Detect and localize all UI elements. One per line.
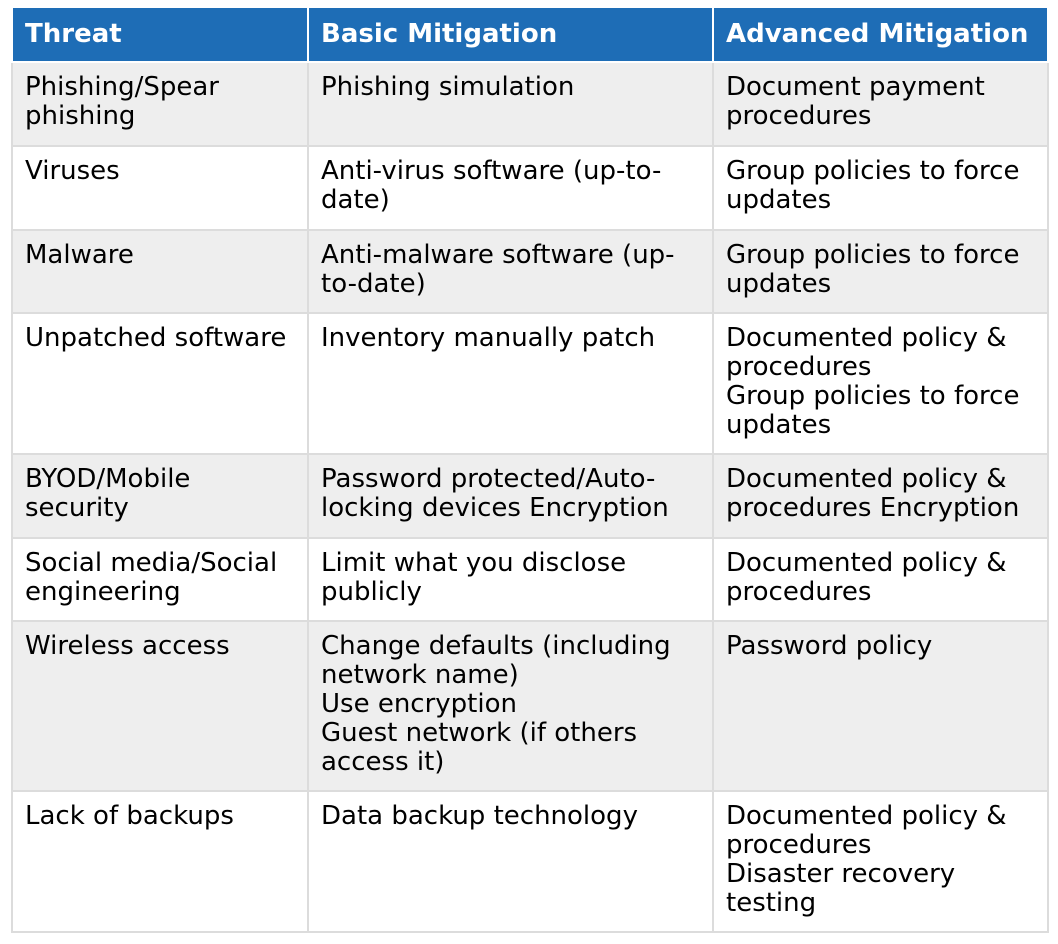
basic-mitigation-line: Password protected/Auto-locking devices …	[321, 464, 669, 523]
table-row: Viruses Anti-virus software (up-to-date) G…	[11, 145, 1049, 231]
table-row: Malware Anti-malware software (up-to-date…	[11, 229, 1049, 314]
advanced-mitigation-line: Documented policy & procedures Encryptio…	[726, 464, 1020, 523]
threat-cell: BYOD/Mobile security	[11, 453, 309, 539]
advanced-mitigation-line: Documented policy & procedures	[726, 801, 1007, 860]
basic-mitigation-line: Inventory manually patch	[321, 323, 656, 353]
table-body: Phishing/Spear phishing Phishing simulati…	[11, 61, 1049, 933]
header-row: Threat Basic Mitigation Advanced Mitigat…	[11, 8, 1049, 63]
advanced-mitigation-cell: Documented policy & procedures Disaster r…	[712, 790, 1049, 933]
advanced-mitigation-cell: Documented policy & procedures	[712, 537, 1049, 622]
basic-mitigation-cell: Limit what you disclose publicly	[307, 537, 714, 622]
basic-mitigation-line: Guest network (if others access it)	[321, 718, 638, 777]
basic-mitigation-cell: Data backup technology	[307, 790, 714, 933]
advanced-mitigation-cell: Group policies to force updates	[712, 145, 1049, 231]
threat-cell: Wireless access	[11, 620, 309, 792]
basic-mitigation-line: Anti-malware software (up-to-date)	[321, 240, 675, 299]
advanced-mitigation-line: Password policy	[726, 631, 933, 661]
advanced-mitigation-line: Documented policy & procedures	[726, 323, 1007, 382]
threat-cell: Lack of backups	[11, 790, 309, 933]
table-row: Phishing/Spear phishing Phishing simulati…	[11, 61, 1049, 147]
advanced-mitigation-line: Document payment procedures	[726, 72, 985, 131]
basic-mitigation-cell: Change defaults (including network name)…	[307, 620, 714, 792]
basic-mitigation-line: Anti-virus software (up-to-date)	[321, 156, 662, 215]
table-row: BYOD/Mobile security Password protected/A…	[11, 453, 1049, 539]
advanced-mitigation-line: Group policies to force updates	[726, 156, 1020, 215]
threat-cell: Viruses	[11, 145, 309, 231]
advanced-mitigation-cell: Documented policy & procedures Encryptio…	[712, 453, 1049, 539]
header-basic-mitigation: Basic Mitigation	[307, 8, 714, 63]
table-header: Threat Basic Mitigation Advanced Mitigat…	[11, 8, 1049, 63]
advanced-mitigation-cell: Group policies to force updates	[712, 229, 1049, 314]
advanced-mitigation-line: Documented policy & procedures	[726, 548, 1007, 607]
table-row: Social media/Social engineering Limit wha…	[11, 537, 1049, 622]
table-row: Wireless access Change defaults (includin…	[11, 620, 1049, 792]
advanced-mitigation-line: Group policies to force updates	[726, 240, 1020, 299]
mitigation-table: Threat Basic Mitigation Advanced Mitigat…	[11, 8, 1049, 933]
table-row: Lack of backups Data backup technology Doc…	[11, 790, 1049, 933]
basic-mitigation-cell: Phishing simulation	[307, 61, 714, 147]
basic-mitigation-line: Limit what you disclose publicly	[321, 548, 627, 607]
basic-mitigation-cell: Password protected/Auto-locking devices …	[307, 453, 714, 539]
threat-cell: Unpatched software	[11, 312, 309, 455]
header-advanced-mitigation: Advanced Mitigation	[712, 8, 1049, 63]
basic-mitigation-cell: Inventory manually patch	[307, 312, 714, 455]
advanced-mitigation-line: Group policies to force updates	[726, 381, 1020, 440]
basic-mitigation-line: Phishing simulation	[321, 72, 575, 102]
threat-cell: Malware	[11, 229, 309, 314]
basic-mitigation-line: Data backup technology	[321, 801, 638, 831]
threat-cell: Social media/Social engineering	[11, 537, 309, 622]
basic-mitigation-line: Use encryption	[321, 689, 517, 719]
advanced-mitigation-line: Disaster recovery testing	[726, 859, 956, 918]
basic-mitigation-line: Change defaults (including network name)	[321, 631, 671, 690]
advanced-mitigation-cell: Password policy	[712, 620, 1049, 792]
header-threat: Threat	[11, 8, 309, 63]
advanced-mitigation-cell: Documented policy & procedures Group poli…	[712, 312, 1049, 455]
table-row: Unpatched software Inventory manually pat…	[11, 312, 1049, 455]
advanced-mitigation-cell: Document payment procedures	[712, 61, 1049, 147]
threat-cell: Phishing/Spear phishing	[11, 61, 309, 147]
basic-mitigation-cell: Anti-malware software (up-to-date)	[307, 229, 714, 314]
basic-mitigation-cell: Anti-virus software (up-to-date)	[307, 145, 714, 231]
